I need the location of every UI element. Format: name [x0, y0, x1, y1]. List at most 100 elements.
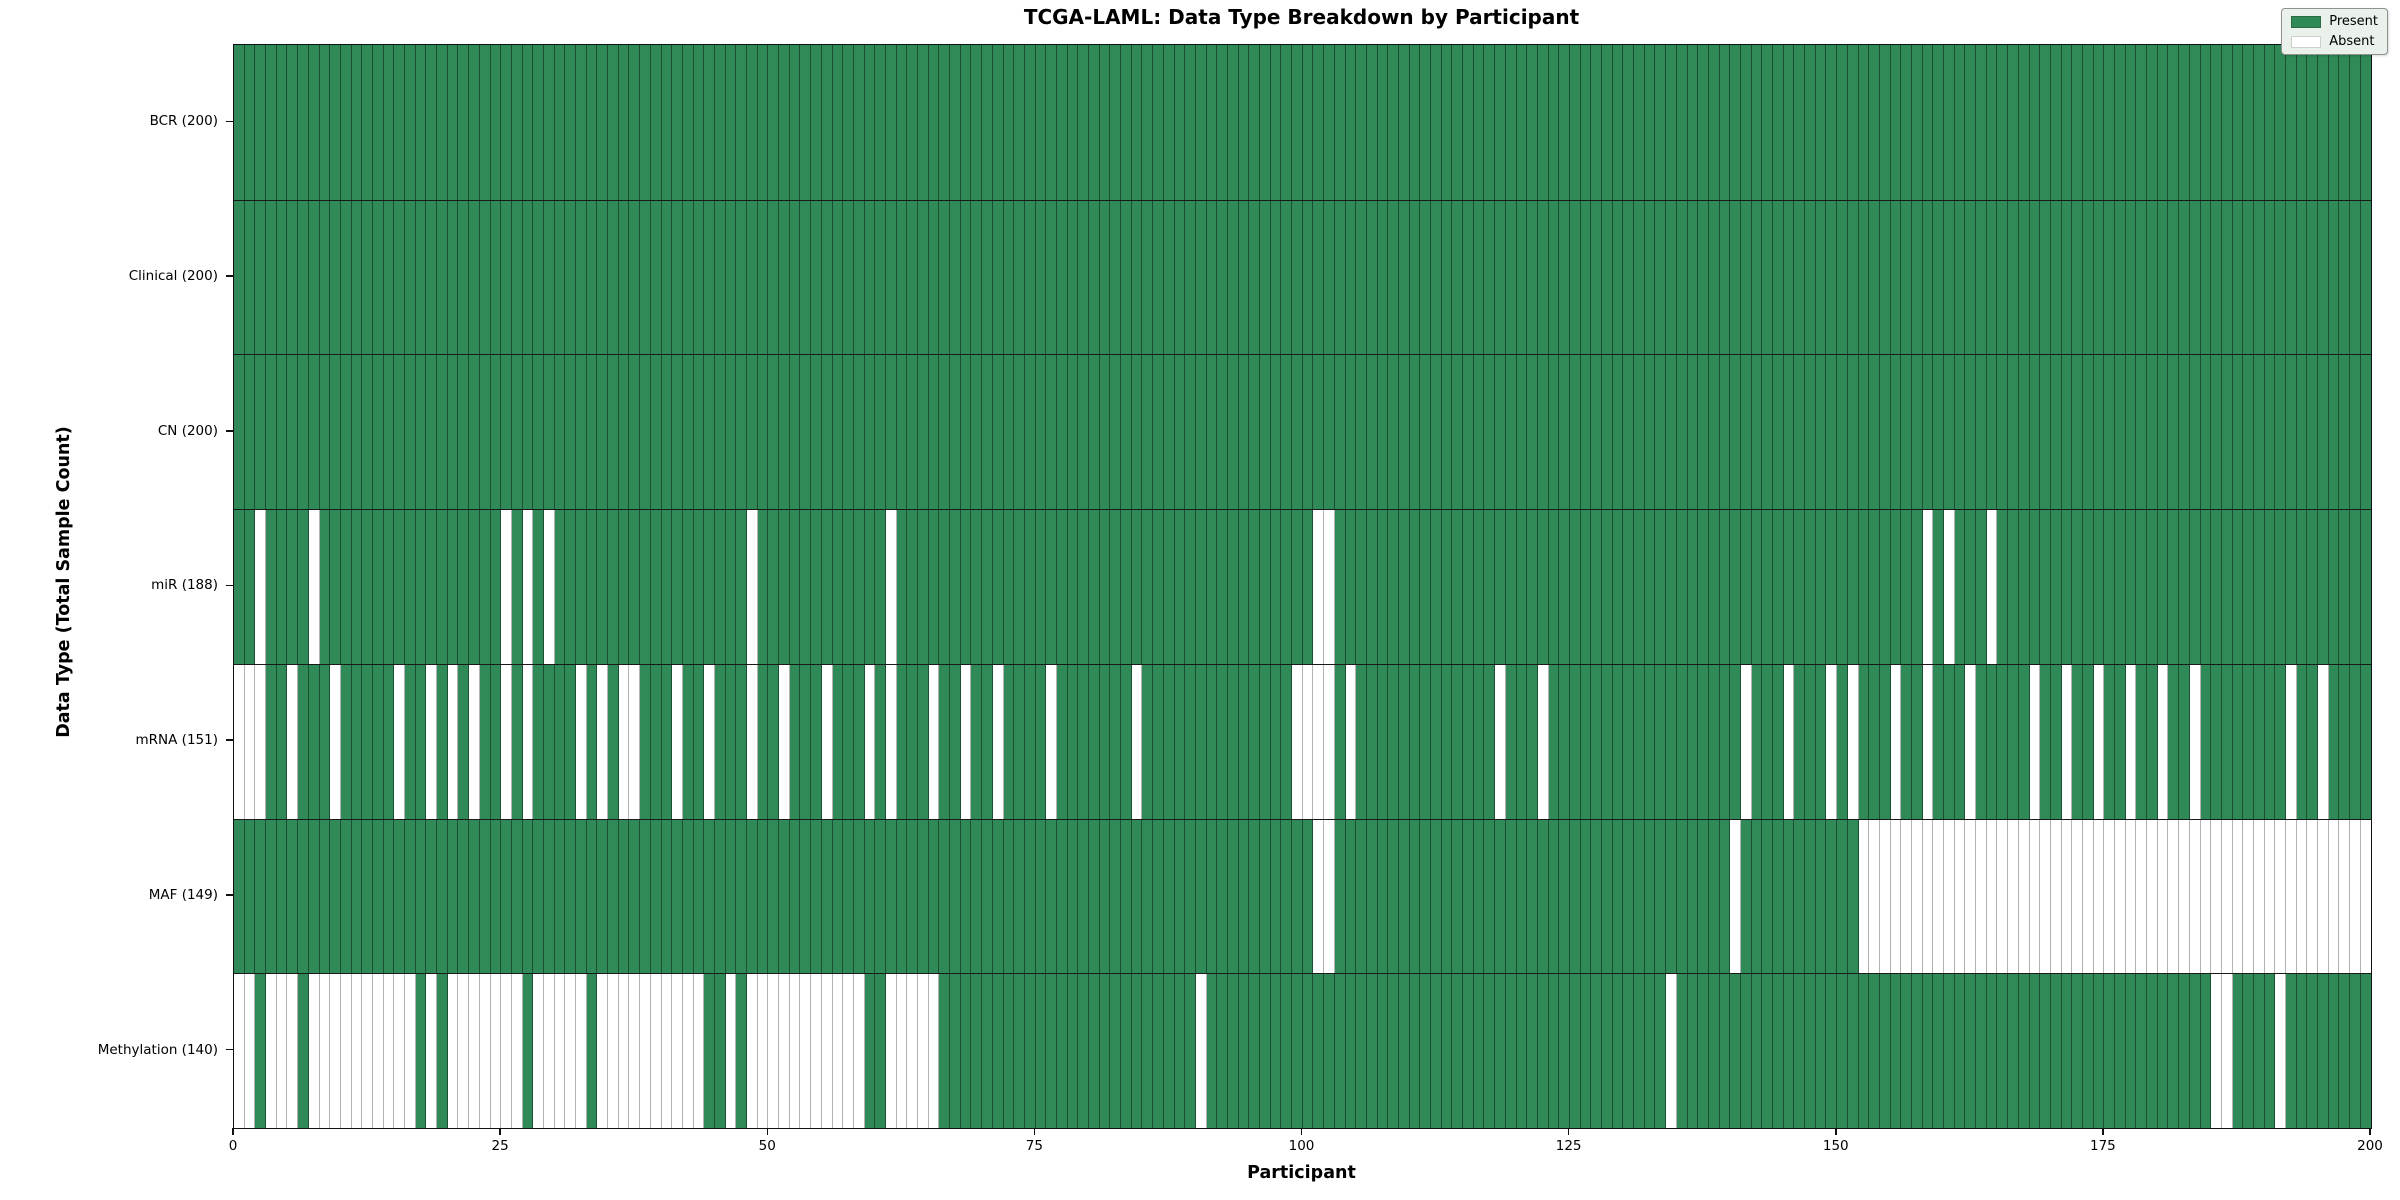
cell-MAF-116: [1473, 819, 1485, 974]
cell-Clinical-50: [768, 200, 780, 355]
cell-CN-158: [1922, 355, 1934, 510]
legend: Present Absent: [2281, 8, 2388, 55]
cell-BCR-195: [2318, 45, 2329, 200]
cell-Clinical-119: [1505, 200, 1517, 355]
cell-mRNA-96: [1260, 664, 1271, 819]
cell-mRNA-82: [1110, 664, 1122, 819]
cell-MAF-93: [1227, 819, 1239, 974]
cell-CN-65: [928, 355, 940, 510]
cell-Clinical-161: [1954, 200, 1966, 355]
cell-Methylation-150: [1837, 974, 1848, 1128]
cell-mRNA-147: [1805, 664, 1816, 819]
cell-miR-31: [565, 510, 576, 664]
cell-miR-111: [1420, 510, 1431, 664]
cell-Methylation-171: [2061, 974, 2073, 1128]
cell-CN-137: [1698, 355, 1709, 510]
cell-Methylation-151: [1847, 974, 1859, 1128]
cell-BCR-183: [2189, 45, 2201, 200]
cell-CN-54: [811, 355, 822, 510]
cell-CN-170: [2050, 355, 2062, 510]
cell-CN-109: [1398, 355, 1410, 510]
cell-BCR-180: [2157, 45, 2169, 200]
cell-mRNA-5: [287, 664, 299, 819]
cell-BCR-59: [864, 45, 876, 200]
cell-miR-128: [1602, 510, 1613, 664]
cell-Methylation-17: [415, 974, 427, 1128]
cell-Clinical-105: [1356, 200, 1367, 355]
cell-Clinical-68: [960, 200, 972, 355]
cell-Methylation-57: [843, 974, 854, 1128]
cell-mRNA-85: [1142, 664, 1154, 819]
cell-BCR-44: [704, 45, 715, 200]
cell-BCR-124: [1559, 45, 1570, 200]
cell-miR-180: [2157, 510, 2169, 664]
cell-CN-47: [736, 355, 747, 510]
cell-MAF-91: [1206, 819, 1218, 974]
cell-CN-185: [2211, 355, 2222, 510]
cell-CN-28: [533, 355, 544, 510]
cell-miR-57: [843, 510, 854, 664]
cell-mRNA-9: [330, 664, 341, 819]
cell-Clinical-183: [2189, 200, 2201, 355]
cell-mRNA-116: [1473, 664, 1485, 819]
cell-MAF-159: [1933, 819, 1944, 974]
cell-miR-9: [330, 510, 341, 664]
cell-mRNA-150: [1837, 664, 1848, 819]
cell-miR-48: [747, 510, 758, 664]
cell-Methylation-158: [1922, 974, 1934, 1128]
cell-Clinical-179: [2147, 200, 2158, 355]
cell-mRNA-35: [608, 664, 619, 819]
cell-CN-12: [362, 355, 373, 510]
cell-Methylation-94: [1238, 974, 1250, 1128]
cell-Methylation-45: [714, 974, 726, 1128]
cell-CN-50: [768, 355, 780, 510]
cell-CN-160: [1944, 355, 1955, 510]
cell-mRNA-22: [469, 664, 480, 819]
cell-BCR-153: [1869, 45, 1880, 200]
cell-MAF-64: [918, 819, 929, 974]
cell-mRNA-81: [1099, 664, 1111, 819]
cell-MAF-153: [1869, 819, 1880, 974]
cell-Clinical-67: [950, 200, 961, 355]
cell-mRNA-74: [1024, 664, 1036, 819]
cell-mRNA-194: [2307, 664, 2319, 819]
cell-Clinical-72: [1003, 200, 1015, 355]
cell-Methylation-59: [864, 974, 876, 1128]
cell-miR-84: [1131, 510, 1143, 664]
cell-Clinical-11: [351, 200, 363, 355]
cell-Clinical-167: [2018, 200, 2030, 355]
cell-mRNA-148: [1815, 664, 1827, 819]
cell-MAF-187: [2232, 819, 2244, 974]
cell-BCR-167: [2018, 45, 2030, 200]
cell-BCR-98: [1281, 45, 1293, 200]
cell-Clinical-99: [1292, 200, 1303, 355]
cell-mRNA-144: [1773, 664, 1784, 819]
cell-miR-158: [1922, 510, 1934, 664]
cell-Clinical-69: [971, 200, 983, 355]
cell-CN-8: [319, 355, 331, 510]
cell-CN-62: [896, 355, 908, 510]
cell-miR-30: [554, 510, 566, 664]
x-tick-label-175: 175: [2089, 1138, 2116, 1154]
cell-mRNA-19: [437, 664, 448, 819]
cell-Methylation-32: [576, 974, 587, 1128]
cell-CN-5: [287, 355, 299, 510]
cell-mRNA-77: [1056, 664, 1068, 819]
cell-Methylation-0: [234, 974, 245, 1128]
cell-CN-118: [1495, 355, 1506, 510]
cell-Clinical-18: [426, 200, 438, 355]
cell-MAF-85: [1142, 819, 1154, 974]
cell-Clinical-106: [1366, 200, 1378, 355]
cell-BCR-76: [1046, 45, 1057, 200]
y-tick-label-BCR: BCR (200): [149, 113, 218, 130]
cell-Methylation-88: [1174, 974, 1186, 1128]
cell-BCR-22: [469, 45, 480, 200]
cell-Methylation-30: [554, 974, 566, 1128]
cell-CN-40: [661, 355, 673, 510]
cell-MAF-142: [1751, 819, 1763, 974]
x-tick-mark: [499, 1128, 501, 1135]
cell-mRNA-23: [479, 664, 491, 819]
cell-miR-179: [2147, 510, 2158, 664]
cell-Methylation-56: [832, 974, 844, 1128]
